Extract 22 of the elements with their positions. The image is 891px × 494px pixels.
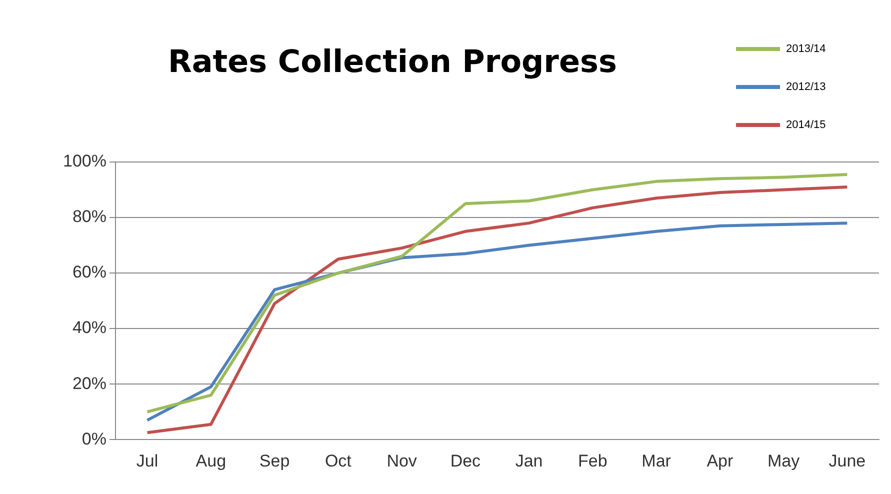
x-tick-label: Dec	[450, 451, 482, 470]
y-tick-label: 20%	[72, 374, 106, 393]
x-tick-label: Nov	[386, 451, 418, 470]
x-tick-label: Mar	[642, 451, 672, 470]
legend-label: 2013/14	[786, 43, 826, 55]
x-tick-label: June	[828, 451, 866, 470]
legend-label: 2014/15	[786, 119, 826, 131]
x-tick-label: May	[767, 451, 800, 470]
x-tick-label: Sep	[259, 451, 290, 470]
x-tick-label: Feb	[578, 451, 608, 470]
x-tick-label: Aug	[196, 451, 226, 470]
x-tick-label: Apr	[706, 451, 734, 470]
y-tick-label: 0%	[82, 429, 106, 448]
x-tick-label: Jul	[136, 451, 158, 470]
chart-title: Rates Collection Progress	[168, 44, 617, 80]
y-tick-label: 100%	[62, 152, 106, 171]
y-tick-label: 40%	[72, 318, 106, 338]
x-tick-label: Oct	[324, 451, 352, 470]
x-tick-label: Jan	[515, 451, 543, 470]
y-tick-label: 80%	[72, 207, 106, 226]
y-tick-label: 60%	[72, 262, 106, 282]
legend-label: 2012/13	[786, 81, 826, 93]
